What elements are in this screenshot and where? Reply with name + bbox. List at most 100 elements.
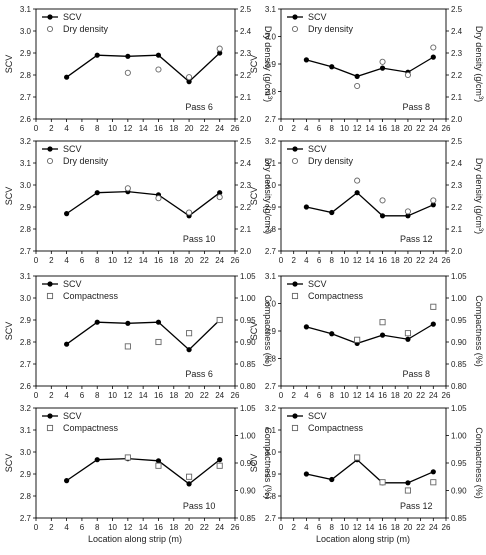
x-tick-label: 18: [169, 124, 178, 133]
data-point-scv: [155, 458, 162, 464]
y-right-tick-label: 0.95: [451, 459, 467, 468]
y-right-tick-label: 0.90: [451, 487, 467, 496]
x-tick-label: 0: [279, 523, 284, 532]
data-point-scv: [217, 190, 223, 196]
x-tick-label: 10: [108, 391, 117, 400]
data-point-scv: [94, 52, 100, 58]
data-point-scv: [405, 336, 411, 342]
y-right-tick-label: 0.90: [240, 487, 256, 496]
y-tick-label: 2.9: [20, 470, 32, 479]
x-tick-label: 26: [442, 523, 451, 532]
data-point-compactness: [155, 338, 162, 346]
x-tick-label: 12: [353, 124, 362, 133]
x-tick-label: 6: [317, 256, 322, 265]
data-point-scv: [155, 319, 162, 325]
data-point-scv: [379, 332, 386, 338]
x-tick-label: 16: [154, 256, 163, 265]
y-tick-label: 2.9: [20, 49, 32, 58]
y-tick-label: 2.8: [20, 71, 32, 80]
x-tick-label: 20: [185, 523, 194, 532]
data-point-scv: [354, 73, 360, 79]
x-tick-label: 22: [200, 256, 209, 265]
legend-label-second: Compactness: [308, 423, 364, 433]
data-point-dry-density: [186, 74, 193, 81]
y-tick-label: 2.7: [20, 93, 32, 102]
legend-marker-scv: [47, 146, 53, 152]
x-tick-label: 14: [139, 256, 148, 265]
series-line-scv: [306, 323, 434, 345]
y-right-tick-label: 2.1: [451, 225, 463, 234]
y-right-axis-label-sup: 3: [266, 96, 272, 100]
data-point-dry-density: [379, 58, 386, 65]
chart-panel-3: 0 2 4 6 8 10 12 14 16 18 20 22 24 262.72.82.93.03.13.…: [4, 137, 273, 265]
data-point-dry-density: [354, 177, 361, 184]
y-tick-label: 3.1: [20, 159, 32, 168]
data-point-scv: [64, 74, 70, 80]
y-right-axis-label-main: Dry density (g/cm: [474, 158, 484, 228]
y-right-tick-label: 2.2: [240, 71, 252, 80]
data-point-dry-density: [216, 45, 223, 52]
y-tick-label: 3.1: [20, 5, 32, 14]
x-tick-label: 4: [64, 523, 69, 532]
y-tick-label: 2.8: [20, 492, 32, 501]
legend-marker-scv: [292, 146, 298, 152]
x-tick-label: 8: [330, 391, 335, 400]
x-tick-label: 10: [340, 391, 349, 400]
data-point-dry-density: [155, 66, 162, 73]
y-right-tick-label: 2.2: [240, 203, 252, 212]
x-tick-label: 10: [340, 124, 349, 133]
y-tick-label: 2.9: [265, 203, 277, 212]
x-tick-label: 14: [139, 391, 148, 400]
legend-marker-dry-density: [291, 157, 299, 165]
x-tick-label: 10: [108, 124, 117, 133]
x-tick-label: 0: [34, 391, 39, 400]
pass-label: Pass 10: [183, 234, 216, 244]
y-right-tick-label: 2.5: [240, 137, 252, 146]
y-right-tick-label: 2.0: [240, 247, 252, 256]
x-tick-label: 4: [64, 124, 69, 133]
data-point-compactness: [186, 330, 193, 337]
y-tick-label: 2.7: [265, 247, 277, 256]
data-point-scv: [303, 57, 309, 63]
x-tick-label: 16: [154, 523, 163, 532]
chart-panel-5: 0 2 4 6 8 10 12 14 16 18 20 22 24 262.62.72.82.93.03.…: [4, 272, 273, 400]
pass-label: Pass 12: [400, 501, 433, 511]
chart-panel-2: 0 2 4 6 8 10 12 14 16 18 20 22 24 262.72.82.93.03.12.…: [249, 5, 484, 133]
y-right-tick-label: 2.1: [451, 93, 463, 102]
legend-label-scv: SCV: [308, 144, 327, 154]
data-point-scv: [217, 457, 223, 463]
y-tick-label: 2.8: [265, 492, 277, 501]
legend-marker-compactness: [291, 424, 299, 432]
y-tick-label: 2.7: [20, 247, 32, 256]
x-tick-label: 4: [64, 256, 69, 265]
x-tick-label: 24: [429, 124, 438, 133]
x-tick-label: 8: [95, 124, 100, 133]
chart-panel-6: 0 2 4 6 8 10 12 14 16 18 20 22 24 262.72.82.93.03.10.…: [249, 272, 484, 400]
y-tick-label: 3.0: [20, 181, 32, 190]
series-line-scv: [66, 190, 221, 217]
x-tick-label: 20: [403, 391, 412, 400]
x-tick-label: 24: [429, 256, 438, 265]
legend-label-second: Dry density: [308, 156, 354, 166]
y-tick-label: 3.1: [20, 272, 32, 281]
data-point-dry-density: [124, 69, 131, 76]
data-point-dry-density: [430, 197, 437, 204]
x-tick-label: 14: [365, 391, 374, 400]
data-point-scv: [94, 319, 100, 325]
data-point-compactness: [186, 473, 193, 480]
pass-label: Pass 8: [403, 102, 431, 112]
y-tick-label: 3.2: [265, 404, 277, 413]
y-right-tick-label: 0.85: [451, 514, 467, 523]
data-point-scv: [405, 480, 411, 486]
data-point-scv: [379, 65, 386, 71]
x-tick-label: 0: [279, 124, 284, 133]
data-point-scv: [329, 476, 335, 483]
pass-label: Pass 8: [403, 369, 431, 379]
x-tick-label: 26: [231, 124, 240, 133]
y-right-tick-label: 2.0: [451, 247, 463, 256]
data-point-scv: [430, 202, 436, 208]
x-tick-label: 4: [304, 523, 309, 532]
x-tick-label: 2: [291, 523, 296, 532]
